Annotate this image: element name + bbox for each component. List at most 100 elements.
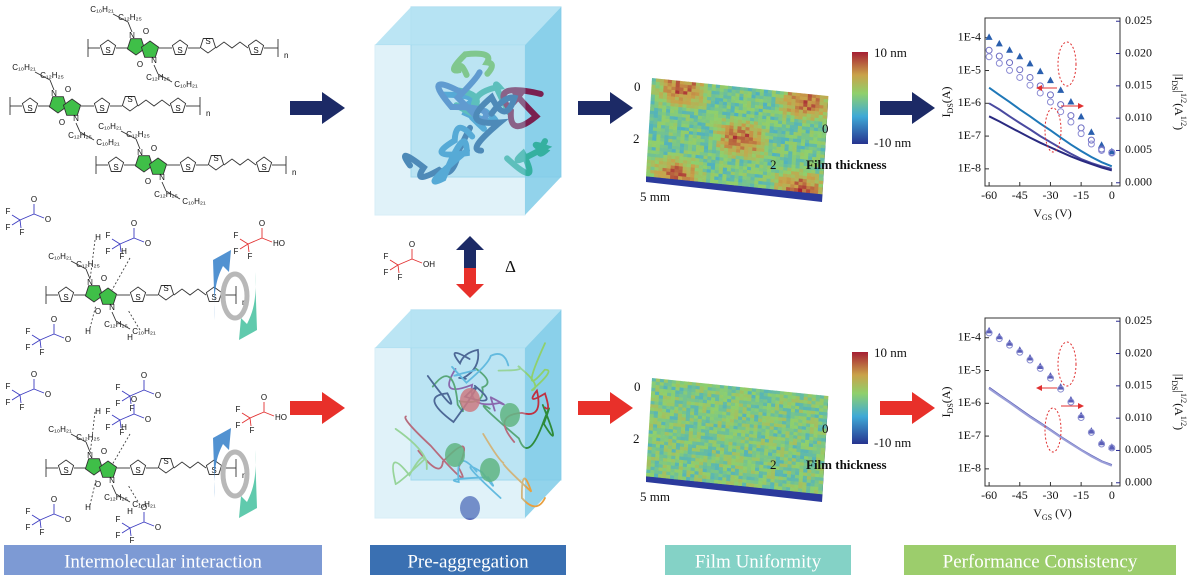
y2-tick-label: 0.020	[1125, 345, 1152, 359]
atom-label: C₁₀H₂₁	[48, 252, 72, 261]
y2-tick-label: 0.025	[1125, 313, 1152, 327]
atom-label: n	[292, 168, 296, 177]
atom-label: O	[143, 27, 149, 36]
atom-label: F	[234, 231, 239, 240]
atom-label: n	[284, 51, 288, 60]
y-tick-label: 1E-8	[958, 461, 981, 475]
atom-label: S	[253, 46, 258, 55]
surface-pixel	[718, 180, 723, 184]
surface-pixel	[770, 185, 775, 189]
atom-label: H	[85, 327, 91, 336]
atom-label: O	[145, 415, 151, 424]
atom-label: S	[113, 163, 118, 172]
surface-pixel	[750, 183, 755, 187]
y-tick-label: 1E-4	[958, 329, 981, 343]
y2-tick-label: 0.025	[1125, 13, 1152, 27]
surface-pixel	[738, 482, 743, 486]
atom-label: O	[261, 393, 267, 402]
cube-front	[375, 348, 525, 518]
surface-pixel	[730, 181, 735, 185]
surface-pixel	[766, 485, 771, 489]
surface-pixel	[762, 185, 767, 189]
surface-pixel	[734, 482, 739, 486]
y-tick-label: 1E-4	[958, 29, 981, 43]
afm-tick: 2	[770, 157, 777, 172]
surface-pixel	[746, 483, 751, 487]
atom-label: C₁₀H₂₁	[96, 138, 120, 147]
atom-label: O	[155, 391, 161, 400]
surface-pixel	[806, 489, 811, 493]
atom-label: O	[65, 335, 71, 344]
label-part: DS	[946, 103, 955, 113]
atom-label: F	[26, 327, 31, 336]
y-tick-label: 1E-8	[958, 161, 981, 175]
atom-label: O	[51, 315, 57, 324]
atom-label: S	[185, 163, 190, 172]
colorbar	[852, 52, 868, 144]
surface-pixel	[742, 483, 747, 487]
surface-pixel	[682, 176, 687, 180]
surface-pixel	[686, 477, 691, 481]
surface-pixel	[790, 187, 795, 191]
label-part: V	[1033, 206, 1042, 220]
page: DPP polymer pre-aggregation figure html,…	[0, 0, 1204, 575]
label-part: 1/2	[1179, 116, 1188, 126]
surface-pixel	[754, 184, 759, 188]
x-tick-label: 0	[1109, 488, 1115, 502]
atom-label: F	[116, 531, 121, 540]
surface-pixel	[666, 475, 671, 479]
atom-label: S	[177, 46, 182, 55]
label-part: (A)	[939, 87, 953, 104]
surface-pixel	[710, 179, 715, 183]
surface-pixel	[646, 473, 651, 477]
surface-pixel	[798, 488, 803, 492]
surface-pixel	[666, 175, 671, 179]
label-part: 1/2	[1179, 416, 1188, 426]
afm-tick: 2	[770, 457, 777, 472]
surface-pixel	[686, 177, 691, 181]
atom-label: H	[121, 247, 127, 256]
label-part: DS	[1170, 380, 1179, 390]
surface-pixel	[702, 178, 707, 182]
y2-tick-label: 0.015	[1125, 78, 1152, 92]
surface-pixel	[786, 187, 791, 191]
label-part: )	[1172, 426, 1186, 430]
caption: Performance Consistency	[943, 551, 1138, 572]
y2-tick-label: 0.010	[1125, 110, 1152, 124]
y2-tick-label: 0.020	[1125, 45, 1152, 59]
atom-label: S	[63, 466, 68, 475]
surface-pixel	[814, 190, 819, 194]
atom-label: F	[234, 247, 239, 256]
atom-label: O	[259, 219, 265, 228]
surface-pixel	[742, 183, 747, 187]
atom-label: O	[51, 495, 57, 504]
afm-tick: 0	[822, 421, 829, 436]
atom-label: O	[131, 395, 137, 404]
surface-pixel	[754, 484, 759, 488]
atom-label: F	[20, 228, 25, 237]
afm-tick: 2	[633, 131, 640, 146]
surface-pixel	[818, 190, 823, 194]
surface-pixel	[706, 479, 711, 483]
y-tick-label: 1E-5	[958, 62, 981, 76]
surface-pixel	[794, 188, 799, 192]
atom-label: N	[87, 278, 93, 287]
surface-pixel	[678, 176, 683, 180]
atom-label: O	[45, 390, 51, 399]
colorbar-min: -10 nm	[874, 435, 911, 450]
atom-label: N	[137, 148, 143, 157]
surface-pixel	[790, 487, 795, 491]
atom-label: C₁₂H₂₅	[76, 260, 100, 269]
atom-label: F	[40, 348, 45, 357]
atom-label: F	[116, 399, 121, 408]
surface-pixel	[798, 188, 803, 192]
atom-label: S	[211, 293, 216, 302]
surface-pixel	[750, 483, 755, 487]
colorbar-min: -10 nm	[874, 135, 911, 150]
atom-label: F	[40, 528, 45, 537]
surface-pixel	[718, 480, 723, 484]
atom-label: O	[137, 60, 143, 69]
atom-label: O	[141, 371, 147, 380]
label-part: (A)	[939, 387, 953, 404]
atom-label: C₁₀H₂₁	[132, 327, 156, 336]
